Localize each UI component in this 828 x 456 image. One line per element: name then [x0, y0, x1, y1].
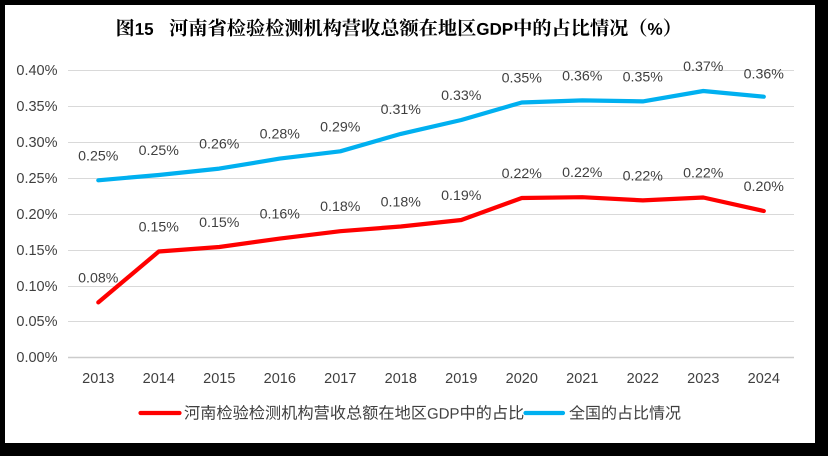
svg-text:0.26%: 0.26%: [199, 137, 240, 153]
svg-text:0.15%: 0.15%: [139, 220, 180, 236]
svg-text:0.33%: 0.33%: [441, 88, 482, 104]
svg-text:2016: 2016: [264, 371, 296, 387]
svg-text:0.15%: 0.15%: [199, 215, 240, 231]
svg-text:0.08%: 0.08%: [78, 270, 119, 286]
svg-text:0.37%: 0.37%: [683, 59, 724, 75]
svg-text:0.22%: 0.22%: [623, 168, 664, 184]
svg-text:0.25%: 0.25%: [16, 171, 57, 187]
svg-text:0.19%: 0.19%: [441, 188, 482, 204]
svg-text:0.36%: 0.36%: [744, 67, 785, 83]
svg-text:2021: 2021: [566, 371, 598, 387]
svg-text:0.18%: 0.18%: [320, 199, 361, 215]
svg-text:2022: 2022: [627, 371, 659, 387]
svg-text:2015: 2015: [203, 371, 235, 387]
svg-text:2020: 2020: [506, 371, 538, 387]
svg-text:0.00%: 0.00%: [16, 350, 57, 366]
svg-text:0.22%: 0.22%: [562, 165, 603, 181]
svg-text:0.20%: 0.20%: [744, 179, 785, 195]
svg-text:2024: 2024: [748, 371, 780, 387]
svg-text:0.35%: 0.35%: [623, 69, 664, 85]
svg-text:0.16%: 0.16%: [260, 207, 301, 223]
svg-text:0.25%: 0.25%: [78, 148, 119, 164]
svg-text:0.20%: 0.20%: [16, 207, 57, 223]
svg-text:0.40%: 0.40%: [16, 63, 57, 79]
svg-text:2018: 2018: [385, 371, 417, 387]
svg-text:0.22%: 0.22%: [502, 166, 543, 182]
svg-text:0.15%: 0.15%: [16, 243, 57, 259]
svg-text:0.25%: 0.25%: [139, 143, 180, 159]
svg-text:2019: 2019: [445, 371, 477, 387]
svg-text:0.36%: 0.36%: [562, 68, 603, 84]
svg-text:0.18%: 0.18%: [381, 195, 422, 211]
svg-text:0.35%: 0.35%: [16, 99, 57, 115]
svg-text:0.35%: 0.35%: [502, 71, 543, 87]
svg-text:0.10%: 0.10%: [16, 279, 57, 295]
svg-text:0.29%: 0.29%: [320, 119, 361, 135]
svg-text:2017: 2017: [324, 371, 356, 387]
svg-text:2023: 2023: [687, 371, 719, 387]
svg-text:0.31%: 0.31%: [381, 102, 422, 118]
svg-text:0.28%: 0.28%: [260, 127, 301, 143]
svg-text:0.30%: 0.30%: [16, 135, 57, 151]
svg-text:2013: 2013: [82, 371, 114, 387]
svg-text:2014: 2014: [143, 371, 175, 387]
svg-text:0.05%: 0.05%: [16, 314, 57, 330]
svg-text:0.22%: 0.22%: [683, 166, 724, 182]
